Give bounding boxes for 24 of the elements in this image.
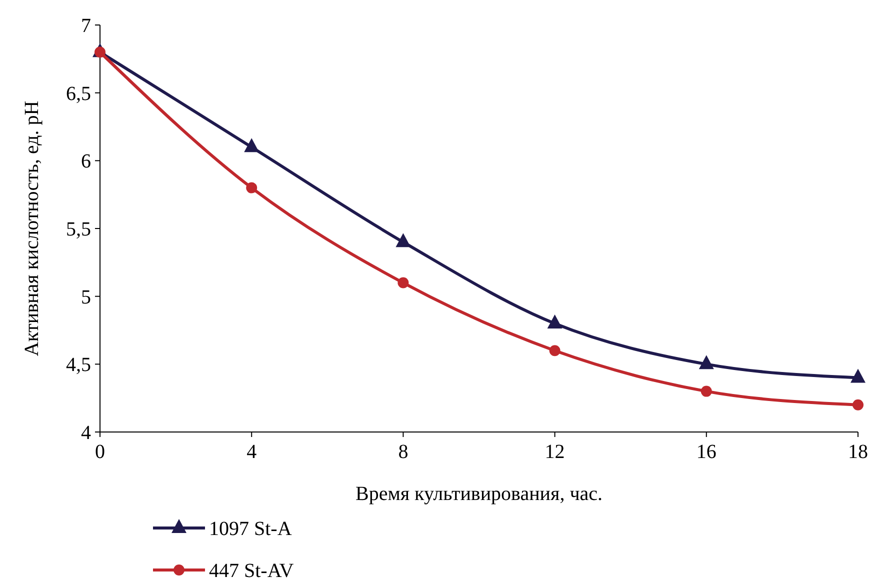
- point: [244, 138, 260, 152]
- x-tick-label: 4: [246, 441, 257, 463]
- x-tick-label: 0: [95, 441, 105, 463]
- y-axis-title: Активная кислотность, ед. pH: [21, 100, 43, 356]
- y-tick-label: 5: [81, 286, 91, 308]
- x-tick-label: 12: [544, 441, 565, 463]
- y-tick-label: 5,5: [66, 218, 91, 240]
- point: [700, 386, 712, 397]
- point: [246, 182, 258, 194]
- y-tick-label: 7: [81, 15, 91, 37]
- point: [549, 345, 560, 356]
- x-tick-label: 16: [696, 441, 716, 463]
- x-tick-label: 18: [848, 441, 868, 463]
- y-tick-label: 6: [81, 150, 91, 173]
- point: [852, 399, 864, 410]
- y-tick-label: 4: [81, 422, 91, 444]
- legend-label: 1097 St-A: [209, 518, 292, 540]
- point: [398, 277, 409, 288]
- legend-label: 447 St-AV: [209, 560, 294, 582]
- point: [396, 233, 411, 248]
- x-tick-label: 8: [398, 441, 408, 463]
- y-tick-label: 6,5: [66, 82, 91, 105]
- x-axis-title: Время культивирования, час.: [355, 483, 603, 505]
- y-tick-label: 4,5: [66, 354, 91, 376]
